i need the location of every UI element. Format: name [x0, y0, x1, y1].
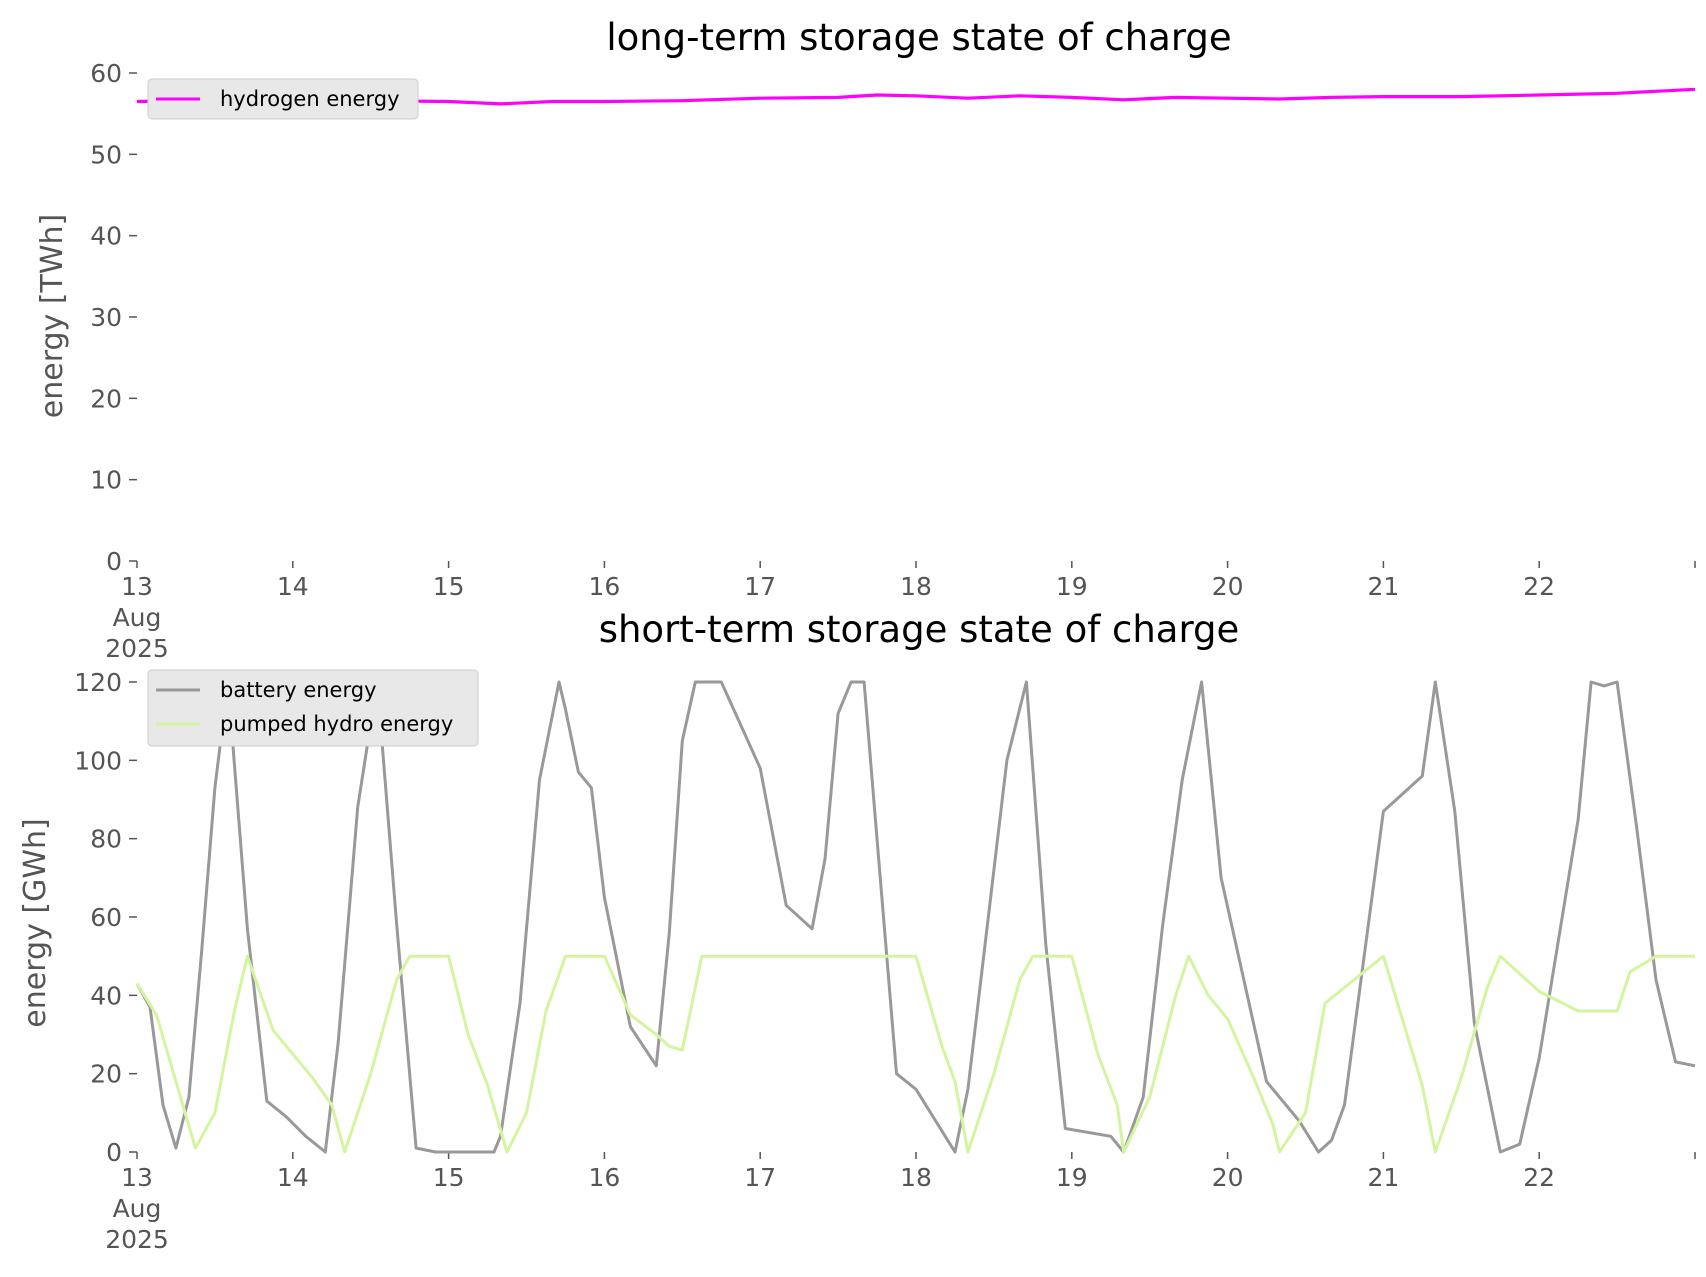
y-tick-label: 20 [90, 384, 122, 413]
y-tick-label: 40 [90, 222, 122, 251]
x-tick-label: 18 [900, 1163, 932, 1192]
x-tick-label: 17 [744, 1163, 776, 1192]
x-tick-label: 19 [1056, 572, 1088, 601]
short-term-y-ticks: 0 20 40 60 80 100 120 [74, 668, 137, 1167]
x-tick-label: 21 [1367, 572, 1399, 601]
long-term-chart-title: long-term storage state of charge [606, 16, 1231, 59]
x-tick-label: 13 Aug 2025 [105, 1163, 169, 1254]
y-tick-label: 50 [90, 140, 122, 169]
long-term-y-ticks: 0 10 20 30 40 50 60 [90, 59, 137, 576]
x-tick-label: 15 [433, 1163, 465, 1192]
x-tick-label: 14 [277, 1163, 309, 1192]
x-tick-label: 15 [433, 572, 465, 601]
legend-entry: pumped hydro energy [220, 712, 453, 736]
long-term-x-ticks: 13 Aug 2025 14 15 16 17 18 19 20 21 22 [105, 561, 1696, 663]
y-tick-label: 0 [106, 547, 122, 576]
y-tick-label: 0 [106, 1138, 122, 1167]
legend-box [147, 78, 419, 120]
y-tick-label: 20 [90, 1060, 122, 1089]
y-tick-label: 10 [90, 466, 122, 495]
long-term-series [136, 87, 1696, 106]
hydrogen-energy-line [136, 87, 1696, 106]
y-tick-label: 120 [74, 668, 122, 697]
short-term-storage-panel: short-term storage state of charge energ… [18, 608, 1696, 1254]
y-tick-label: 40 [90, 981, 122, 1010]
x-tick-label: 17 [744, 572, 776, 601]
x-tick-label: 22 [1523, 1163, 1555, 1192]
x-tick-label: 16 [588, 1163, 620, 1192]
x-tick-label: 19 [1056, 1163, 1088, 1192]
short-term-y-axis-label: energy [GWh] [18, 818, 53, 1027]
x-tick-label: 20 [1212, 572, 1244, 601]
legend-entry: battery energy [220, 678, 377, 702]
short-term-chart-title: short-term storage state of charge [599, 608, 1240, 651]
short-term-legend: battery energy pumped hydro energy [147, 669, 479, 747]
legend-entry: hydrogen energy [220, 87, 400, 111]
x-tick-label: 16 [588, 572, 620, 601]
legend-box [147, 669, 479, 747]
x-tick-label: 13 Aug 2025 [105, 572, 169, 663]
x-tick-label: 21 [1367, 1163, 1399, 1192]
x-tick-label: 20 [1212, 1163, 1244, 1192]
x-tick-label: 14 [277, 572, 309, 601]
y-tick-label: 60 [90, 59, 122, 88]
long-term-y-axis-label: energy [TWh] [35, 214, 70, 418]
y-tick-label: 80 [90, 825, 122, 854]
x-tick-label: 22 [1523, 572, 1555, 601]
x-tick-label: 18 [900, 572, 932, 601]
y-tick-label: 30 [90, 303, 122, 332]
short-term-series [135, 680, 1696, 1154]
pumped-hydro-energy-line [135, 954, 1695, 1154]
long-term-storage-panel: long-term storage state of charge energy… [35, 16, 1696, 663]
short-term-x-ticks: 13 Aug 2025 14 15 16 17 18 19 20 21 22 [105, 1152, 1696, 1254]
battery-energy-line [135, 680, 1696, 1154]
long-term-legend: hydrogen energy [147, 78, 419, 120]
y-tick-label: 100 [74, 746, 122, 775]
y-tick-label: 60 [90, 903, 122, 932]
